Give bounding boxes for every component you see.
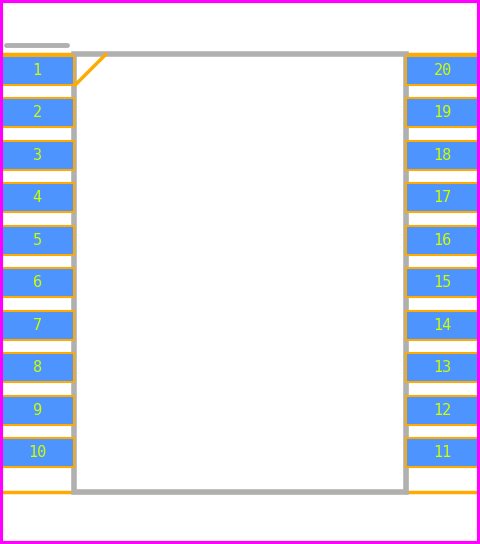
Bar — [0, 98, 74, 127]
Text: 10: 10 — [28, 445, 47, 460]
Text: 6: 6 — [33, 275, 42, 290]
Text: 8: 8 — [33, 360, 42, 375]
Text: 2: 2 — [33, 106, 42, 120]
Text: 13: 13 — [433, 360, 452, 375]
Bar — [0, 354, 74, 382]
Bar — [74, 54, 406, 492]
Text: 12: 12 — [433, 403, 452, 418]
Bar — [0, 226, 74, 255]
Text: 14: 14 — [433, 318, 452, 333]
Bar — [0, 141, 74, 170]
Bar — [406, 141, 480, 170]
Text: 17: 17 — [433, 190, 452, 205]
Text: 18: 18 — [433, 148, 452, 163]
Bar — [406, 98, 480, 127]
Bar — [406, 56, 480, 85]
Bar — [0, 311, 74, 339]
Text: 3: 3 — [33, 148, 42, 163]
Text: 1: 1 — [33, 63, 42, 78]
Bar — [406, 396, 480, 425]
Text: 9: 9 — [33, 403, 42, 418]
Text: 4: 4 — [33, 190, 42, 205]
Text: 20: 20 — [433, 63, 452, 78]
Bar — [406, 438, 480, 467]
Bar — [406, 268, 480, 297]
Text: 15: 15 — [433, 275, 452, 290]
Bar — [0, 438, 74, 467]
Text: 5: 5 — [33, 233, 42, 248]
Text: 11: 11 — [433, 445, 452, 460]
Bar — [406, 183, 480, 212]
Text: 7: 7 — [33, 318, 42, 333]
Bar — [406, 226, 480, 255]
Bar — [0, 396, 74, 425]
Bar — [0, 56, 74, 85]
Text: 16: 16 — [433, 233, 452, 248]
Bar — [0, 183, 74, 212]
Bar — [406, 311, 480, 339]
Bar — [0, 268, 74, 297]
Bar — [406, 354, 480, 382]
Text: 19: 19 — [433, 106, 452, 120]
